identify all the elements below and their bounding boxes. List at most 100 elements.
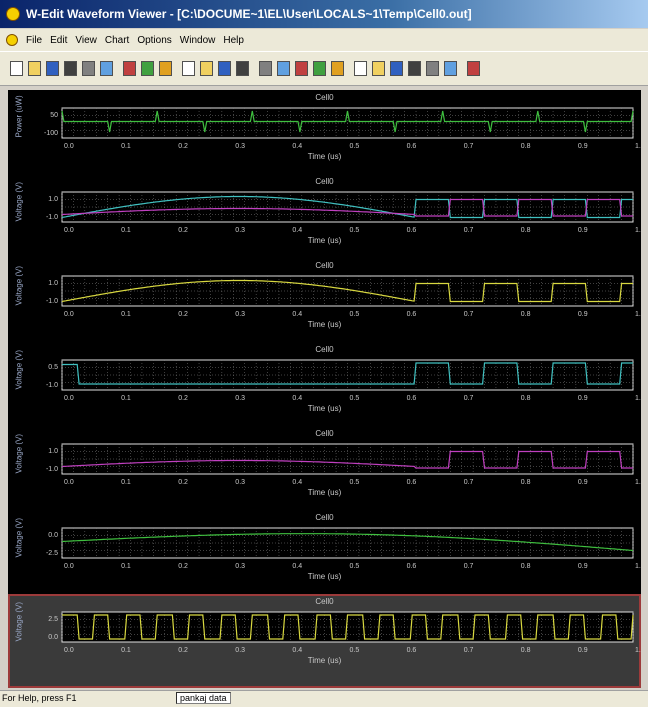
x-tick-label: 0.1 <box>121 479 131 486</box>
x-tick-label: 0.6 <box>407 479 417 486</box>
y-tick-label: 0.0 <box>48 634 58 641</box>
save-icon[interactable] <box>46 61 59 76</box>
pen-icon[interactable] <box>467 61 480 76</box>
x-tick-label: 0.5 <box>350 647 360 654</box>
layout-icon[interactable] <box>182 61 195 76</box>
chart-panel-6[interactable]: Cell0 Voltage (V) 0.0 -2.5 0.0 0.1 0.2 0.3 0.4 0.… <box>8 510 642 594</box>
y-tick-label: 1.0 <box>48 448 58 455</box>
menu-file[interactable]: File <box>26 34 43 46</box>
x-tick-label: 0.4 <box>292 143 302 150</box>
x-tick-label: 0.5 <box>350 479 360 486</box>
x-tick-label: 0.5 <box>350 563 360 570</box>
x-tick-label: 0.8 <box>521 311 531 318</box>
copy-icon[interactable] <box>141 61 154 76</box>
menu-help[interactable]: Help <box>223 34 244 46</box>
waveform-trace <box>62 614 634 640</box>
x-tick-label: 0.8 <box>521 563 531 570</box>
waveform-trace <box>61 110 634 133</box>
y-tick-label: 0.5 <box>48 364 58 371</box>
new-icon[interactable] <box>10 61 23 76</box>
x-tick-label: 0.2 <box>178 227 188 234</box>
x-tick-label: 1.0 <box>635 395 641 402</box>
x-tick-label: 0.2 <box>178 647 188 654</box>
chart-panel-3[interactable]: Cell0 Voltage (V) 1.0 -1.0 0.0 0.1 0.2 0.3 0.4 0.… <box>8 258 642 342</box>
x-tick-label: 0.4 <box>292 311 302 318</box>
x-tick-label: 0.2 <box>178 479 188 486</box>
window-title: W-Edit Waveform Viewer - [C:\DOCUME~1\EL… <box>26 7 472 21</box>
x-tick-label: 0.3 <box>235 395 245 402</box>
print-icon[interactable] <box>82 61 95 76</box>
waveform-trace <box>61 450 633 469</box>
export-icon[interactable] <box>444 61 457 76</box>
title-bar: W-Edit Waveform Viewer - [C:\DOCUME~1\EL… <box>0 0 648 28</box>
menu-chart[interactable]: Chart <box>104 34 130 46</box>
zoom-out-icon[interactable] <box>236 61 249 76</box>
x-tick-label: 0.5 <box>350 311 360 318</box>
x-tick-label: 0.6 <box>407 143 417 150</box>
play-icon[interactable] <box>390 61 403 76</box>
x-tick-label: 0.1 <box>121 647 131 654</box>
chart-panel-1[interactable]: Cell0 Power (uW) 50 -100 0.0 0.1 0.2 0.3 0.4 0.5 0… <box>8 90 642 174</box>
menu-bar: File Edit View Chart Options Window Help <box>0 29 648 52</box>
y-tick-label: -1.0 <box>46 298 58 305</box>
x-tick-label: 0.4 <box>292 479 302 486</box>
chart-panel-7[interactable]: Cell0 Voltage (V) 2.5 0.0 0.0 0.1 0.2 0.3 0.4 0.5… <box>8 594 641 688</box>
label-icon[interactable] <box>331 61 344 76</box>
trace2-icon[interactable] <box>277 61 290 76</box>
x-tick-label: 0.7 <box>464 563 474 570</box>
x-tick-label: 0.0 <box>64 563 74 570</box>
x-tick-label: 0.9 <box>578 395 588 402</box>
y-tick-label: 1.0 <box>48 196 58 203</box>
x-tick-label: 0.9 <box>578 311 588 318</box>
x-tick-label: 0.9 <box>578 563 588 570</box>
menu-options[interactable]: Options <box>137 34 172 46</box>
measure-icon[interactable] <box>372 61 385 76</box>
panel-title: Cell0 <box>315 177 334 186</box>
menu-window[interactable]: Window <box>179 34 216 46</box>
panel-title: Cell0 <box>315 93 334 102</box>
panel-title: Cell0 <box>315 429 334 438</box>
x-tick-label: 0.0 <box>64 479 74 486</box>
zoom-in-icon[interactable] <box>218 61 231 76</box>
x-tick-label: 0.3 <box>235 563 245 570</box>
chart-panel-2[interactable]: Cell0 Voltage (V) 1.0 -1.0 0.0 0.1 0.2 0.3 0.4 0.… <box>8 174 642 258</box>
x-tick-label: 0.5 <box>350 143 360 150</box>
plot-svg: 2.5 0.0 0.0 0.1 0.2 0.3 0.4 0.5 0.6 0.7 0.8 0.9 1.0 <box>48 611 641 654</box>
x-tick-label: 0.4 <box>292 395 302 402</box>
preview-icon[interactable] <box>100 61 113 76</box>
cut-icon[interactable] <box>123 61 136 76</box>
x-tick-label: 0.4 <box>292 227 302 234</box>
x-tick-label: 0.3 <box>235 227 245 234</box>
x-tick-label: 1.0 <box>635 563 641 570</box>
x-tick-label: 0.8 <box>521 479 531 486</box>
plot-svg: 1.0 -1.0 0.0 0.1 0.2 0.3 0.4 0.5 0.6 0.7 0.8 0.9 1.0 <box>46 275 641 318</box>
grid-icon[interactable] <box>295 61 308 76</box>
paste-icon[interactable] <box>159 61 172 76</box>
chart-panel-4[interactable]: Cell0 Voltage (V) 0.5 -1.0 0.0 0.1 0.2 0.3 0.4 0.… <box>8 342 642 426</box>
x-tick-label: 0.4 <box>292 563 302 570</box>
waveform-trace <box>61 198 633 217</box>
x-tick-label: 0.7 <box>464 311 474 318</box>
open-icon[interactable] <box>28 61 41 76</box>
save-all-icon[interactable] <box>64 61 77 76</box>
x-tick-label: 0.1 <box>121 311 131 318</box>
cursor-icon[interactable] <box>354 61 367 76</box>
chart-area[interactable]: Cell0 Power (uW) 50 -100 0.0 0.1 0.2 0.3 0.4 0.5 0… <box>8 90 641 688</box>
x-tick-label: 0.3 <box>235 143 245 150</box>
x-axis-label: Time (us) <box>307 152 342 161</box>
x-axis-label: Time (us) <box>307 404 342 413</box>
step-icon[interactable] <box>426 61 439 76</box>
pause-icon[interactable] <box>408 61 421 76</box>
x-tick-label: 1.0 <box>635 143 641 150</box>
x-tick-label: 0.6 <box>407 227 417 234</box>
x-tick-label: 1.0 <box>635 227 641 234</box>
x-tick-label: 0.2 <box>178 143 188 150</box>
document-icon[interactable] <box>6 34 18 46</box>
menu-view[interactable]: View <box>75 34 97 46</box>
trace-icon[interactable] <box>259 61 272 76</box>
x-tick-label: 0.7 <box>464 143 474 150</box>
chart-panel-5[interactable]: Cell0 Voltage (V) 1.0 -1.0 0.0 0.1 0.2 0.3 0.4 0.… <box>8 426 642 510</box>
grid2-icon[interactable] <box>313 61 326 76</box>
layout2-icon[interactable] <box>200 61 213 76</box>
menu-edit[interactable]: Edit <box>50 34 68 46</box>
